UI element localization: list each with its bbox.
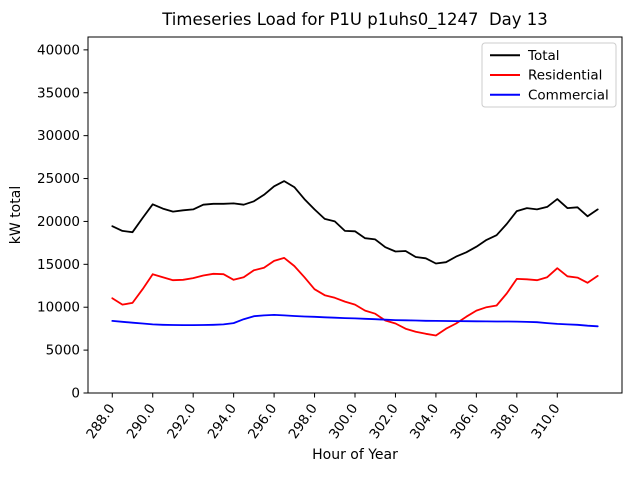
y-tick-label: 25000 xyxy=(37,171,80,187)
y-tick-label: 35000 xyxy=(37,85,80,101)
x-tick-label: 302.0 xyxy=(366,401,401,442)
y-axis-label: kW total xyxy=(8,186,24,244)
x-tick-label: 310.0 xyxy=(528,401,563,442)
x-axis-label: Hour of Year xyxy=(312,447,398,463)
y-tick-label: 40000 xyxy=(37,42,80,58)
x-tick-label: 294.0 xyxy=(205,401,240,442)
chart-title: Timeseries Load for P1U p1uhs0_1247 Day … xyxy=(161,10,548,30)
x-tick-label: 308.0 xyxy=(488,401,523,442)
series-line-residential xyxy=(111,256,599,337)
series-line-total xyxy=(111,180,599,265)
series-line-commercial xyxy=(111,313,599,328)
x-tick-label: 292.0 xyxy=(164,401,199,442)
x-tick-label: 288.0 xyxy=(83,401,118,442)
x-tick-label: 290.0 xyxy=(124,401,159,442)
legend-label-total: Total xyxy=(527,48,560,64)
y-tick-label: 10000 xyxy=(37,300,80,316)
plot-border xyxy=(87,36,623,394)
legend-box xyxy=(481,42,617,108)
x-tick-label: 304.0 xyxy=(407,401,442,442)
x-tick-label: 298.0 xyxy=(286,401,321,442)
x-tick-label: 296.0 xyxy=(245,401,280,442)
x-tick-label: 306.0 xyxy=(447,401,482,442)
y-tick-label: 0 xyxy=(71,386,80,402)
legend-label-residential: Residential xyxy=(528,68,602,84)
y-tick-label: 30000 xyxy=(37,128,80,144)
x-tick-label: 300.0 xyxy=(326,401,361,442)
y-tick-label: 5000 xyxy=(46,343,80,359)
y-tick-label: 20000 xyxy=(37,214,80,230)
y-tick-label: 15000 xyxy=(37,257,80,273)
legend-label-commercial: Commercial xyxy=(528,87,609,103)
